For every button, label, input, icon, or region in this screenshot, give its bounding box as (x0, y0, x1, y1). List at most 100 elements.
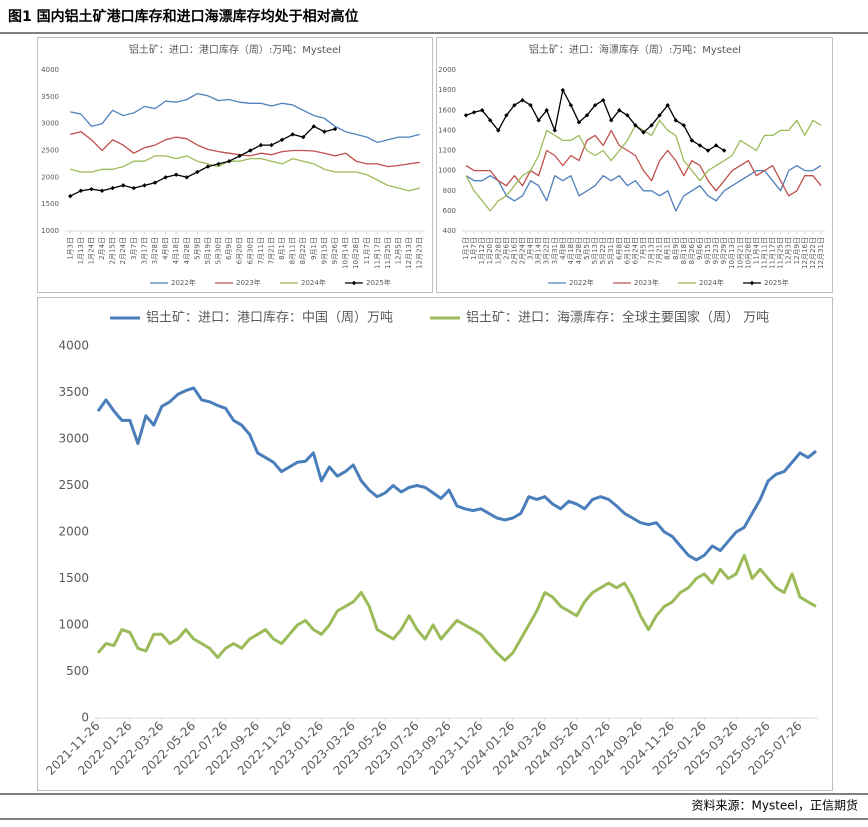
point-marker (195, 169, 200, 175)
legend-label: 2024年 (699, 278, 724, 287)
x-tick-label: 8月22日 (299, 237, 307, 264)
point-marker (584, 113, 590, 118)
point-marker (131, 185, 137, 191)
x-tick-label: 3月7日 (130, 237, 138, 260)
x-tick-label: 1月24日 (87, 237, 95, 264)
x-tick-label: 8月1日 (664, 237, 672, 260)
point-marker (471, 110, 477, 115)
x-tick-label: 6月20日 (236, 237, 244, 264)
x-tick-label: 4月28日 (183, 237, 191, 264)
point-marker (226, 159, 232, 164)
x-tick-label: 3月4日 (527, 237, 535, 260)
chart-title: 铝土矿：进口：港口库存（周）:万吨：Mysteel (129, 43, 341, 56)
x-tick-label: 10月13日 (728, 237, 736, 269)
x-tick-label: 12月5日 (395, 237, 403, 264)
point-marker (68, 193, 73, 199)
panel (37, 37, 433, 293)
x-tick-label: 12月31日 (817, 237, 825, 269)
x-tick-label: 8月26日 (688, 237, 696, 264)
x-tick-label: 11月11日 (761, 237, 769, 269)
x-tick-label: 9月6日 (696, 237, 704, 260)
point-marker (592, 103, 598, 108)
x-tick-label: 11月25日 (777, 237, 785, 269)
x-tick-label: 7月21日 (656, 237, 664, 264)
x-tick-label: 11月4日 (752, 237, 760, 264)
point-marker (528, 103, 533, 108)
x-tick-label: 9月15日 (320, 237, 328, 264)
point-marker (657, 113, 662, 118)
point-marker (504, 113, 509, 118)
x-tick-label: 1月1日 (462, 237, 470, 260)
point-marker (237, 153, 242, 159)
point-marker (290, 132, 295, 137)
point-marker (544, 108, 549, 113)
point-marker (705, 148, 711, 153)
point-marker (163, 175, 168, 180)
y-tick-label: 1800 (438, 86, 456, 94)
point-marker (173, 172, 179, 177)
point-marker (248, 148, 253, 153)
point-marker (721, 148, 727, 153)
x-tick-label: 1月7日 (470, 237, 478, 260)
point-marker (99, 188, 105, 193)
x-tick-label: 9月29日 (720, 237, 728, 264)
x-tick-label: 9月1日 (310, 237, 318, 260)
x-tick-label: 12月3日 (785, 237, 793, 264)
legend-label: 2023年 (634, 278, 659, 287)
x-tick-label: 8月1日 (278, 237, 286, 260)
point-marker (279, 137, 285, 142)
x-tick-label: 11月17日 (769, 237, 777, 269)
point-marker (689, 138, 695, 143)
series-line (70, 125, 336, 197)
x-tick-label: 7月21日 (267, 237, 275, 264)
x-tick-label: 2月24日 (519, 237, 527, 264)
y-tick-label: 1000 (58, 618, 89, 632)
y-tick-label: 800 (443, 187, 456, 195)
x-tick-label: 11月17日 (373, 237, 381, 269)
series-line (96, 386, 817, 562)
point-marker (713, 143, 719, 148)
point-marker (681, 123, 687, 128)
x-tick-label: 5月30日 (215, 237, 223, 264)
series-line (70, 155, 420, 192)
point-marker (121, 183, 126, 188)
point-marker (617, 108, 622, 113)
x-tick-label: 12月22日 (809, 237, 817, 269)
y-tick-label: 1200 (438, 147, 456, 155)
point-marker (649, 123, 654, 128)
x-tick-label: 7月11日 (257, 237, 265, 264)
y-tick-label: 2000 (438, 66, 456, 74)
x-tick-label: 12月16日 (801, 237, 809, 269)
x-tick-label: 8月9日 (672, 237, 680, 260)
x-tick-label: 2月24日 (119, 237, 127, 264)
x-tick-label: 2月4日 (98, 237, 106, 260)
x-tick-label: 7月5日 (640, 237, 648, 260)
point-marker (258, 142, 264, 148)
point-marker (479, 108, 485, 113)
x-tick-label: 6月8日 (615, 237, 623, 260)
y-tick-label: 1000 (41, 227, 59, 235)
legend-label: 2023年 (236, 278, 261, 287)
x-tick-label: 6月30日 (246, 237, 254, 264)
x-tick-label: 3月28日 (151, 237, 159, 264)
point-marker (322, 129, 327, 134)
point-marker (665, 103, 670, 108)
legend-marker (351, 280, 357, 286)
chart-title: 铝土矿：进口：海漂库存（周）:万吨：Mysteel (529, 43, 741, 56)
x-tick-label: 5月19日 (204, 237, 212, 264)
x-tick-label: 1月13日 (77, 237, 85, 264)
x-tick-label: 5月22日 (599, 237, 607, 264)
y-tick-label: 500 (66, 664, 89, 678)
point-marker (641, 130, 646, 135)
x-tick-label: 3月22日 (543, 237, 551, 264)
x-tick-label: 8月18日 (680, 237, 688, 264)
y-tick-label: 1500 (41, 200, 59, 208)
series-line (70, 92, 420, 144)
panel (37, 297, 833, 791)
x-tick-label: 11月25日 (384, 237, 392, 269)
x-tick-label: 4月28日 (575, 237, 583, 264)
y-tick-label: 0 (81, 711, 89, 725)
point-marker (600, 97, 606, 103)
x-tick-label: 7月13日 (648, 237, 656, 264)
y-tick-label: 1400 (438, 126, 456, 134)
